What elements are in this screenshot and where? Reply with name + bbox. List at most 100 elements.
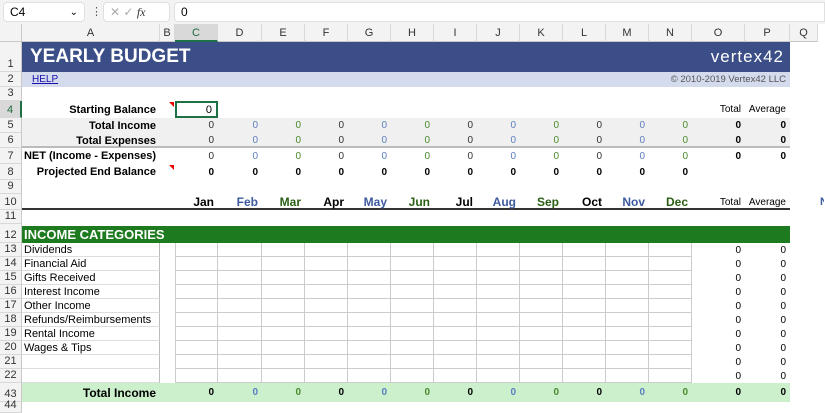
name-box[interactable]: C4 ⌄	[3, 2, 85, 22]
income-input-cell[interactable]	[262, 257, 305, 271]
help-link[interactable]: HELP	[32, 74, 59, 85]
income-input-cell[interactable]	[606, 369, 649, 383]
income-input-cell[interactable]	[520, 327, 563, 341]
income-input-cell[interactable]	[563, 369, 606, 383]
column-header-e[interactable]: E	[262, 24, 305, 42]
column-header-l[interactable]: L	[563, 24, 606, 42]
row-header-9[interactable]: 9	[0, 180, 22, 194]
column-header-a[interactable]: A	[22, 24, 160, 42]
income-input-cell[interactable]	[520, 341, 563, 355]
income-input-cell[interactable]	[520, 313, 563, 327]
income-input-cell[interactable]	[563, 271, 606, 285]
column-header-j[interactable]: J	[477, 24, 520, 42]
row-header-4[interactable]: 4	[0, 101, 22, 118]
income-input-cell[interactable]	[606, 285, 649, 299]
income-input-cell[interactable]	[477, 299, 520, 313]
row-header-15[interactable]: 15	[0, 271, 22, 285]
income-input-cell[interactable]	[391, 355, 434, 369]
row-header-8[interactable]: 8	[0, 164, 22, 180]
fx-icon[interactable]: fx	[136, 4, 146, 19]
income-input-cell[interactable]	[391, 313, 434, 327]
column-header-d[interactable]: D	[218, 24, 262, 42]
row-header-44[interactable]: 44	[0, 399, 22, 413]
income-input-cell[interactable]	[262, 313, 305, 327]
income-input-cell[interactable]	[649, 243, 692, 257]
income-input-cell[interactable]	[563, 355, 606, 369]
income-input-cell[interactable]	[477, 341, 520, 355]
income-input-cell[interactable]	[477, 243, 520, 257]
income-input-cell[interactable]	[434, 341, 477, 355]
income-input-cell[interactable]	[262, 285, 305, 299]
income-input-cell[interactable]	[649, 369, 692, 383]
income-input-cell[interactable]	[218, 369, 262, 383]
income-input-cell[interactable]	[391, 369, 434, 383]
income-input-cell[interactable]	[477, 257, 520, 271]
row-header-1[interactable]: 1	[0, 42, 22, 72]
income-input-cell[interactable]	[520, 355, 563, 369]
income-input-cell[interactable]	[348, 257, 391, 271]
column-header-c[interactable]: C	[175, 24, 218, 42]
income-input-cell[interactable]	[434, 285, 477, 299]
income-input-cell[interactable]	[262, 271, 305, 285]
income-input-cell[interactable]	[218, 243, 262, 257]
income-input-cell[interactable]	[175, 285, 218, 299]
income-input-cell[interactable]	[606, 299, 649, 313]
income-input-cell[interactable]	[649, 313, 692, 327]
row-header-12[interactable]: 12	[0, 224, 22, 243]
income-input-cell[interactable]	[563, 327, 606, 341]
column-header-q[interactable]: Q	[790, 24, 818, 42]
income-input-cell[interactable]	[434, 257, 477, 271]
income-input-cell[interactable]	[606, 341, 649, 355]
row-header-2[interactable]: 2	[0, 72, 22, 87]
column-header-b[interactable]: B	[160, 24, 175, 42]
income-input-cell[interactable]	[434, 299, 477, 313]
income-input-cell[interactable]	[649, 299, 692, 313]
row-header-7[interactable]: 7	[0, 148, 22, 164]
income-input-cell[interactable]	[218, 285, 262, 299]
income-input-cell[interactable]	[649, 327, 692, 341]
income-input-cell[interactable]	[348, 299, 391, 313]
row-header-22[interactable]: 22	[0, 369, 22, 383]
income-input-cell[interactable]	[606, 257, 649, 271]
income-input-cell[interactable]	[348, 327, 391, 341]
income-input-cell[interactable]	[477, 271, 520, 285]
column-header-g[interactable]: G	[348, 24, 391, 42]
column-header-n[interactable]: N	[649, 24, 692, 42]
row-header-13[interactable]: 13	[0, 243, 22, 257]
income-input-cell[interactable]	[391, 257, 434, 271]
income-input-cell[interactable]	[477, 285, 520, 299]
income-input-cell[interactable]	[477, 369, 520, 383]
income-input-cell[interactable]	[649, 341, 692, 355]
row-header-20[interactable]: 20	[0, 341, 22, 355]
income-input-cell[interactable]	[262, 243, 305, 257]
row-header-10[interactable]: 10	[0, 194, 22, 210]
income-input-cell[interactable]	[563, 257, 606, 271]
income-input-cell[interactable]	[649, 257, 692, 271]
select-all-button[interactable]	[0, 24, 22, 42]
income-input-cell[interactable]	[649, 271, 692, 285]
income-input-cell[interactable]	[606, 327, 649, 341]
income-input-cell[interactable]	[175, 299, 218, 313]
column-header-i[interactable]: I	[434, 24, 477, 42]
income-input-cell[interactable]	[391, 327, 434, 341]
income-input-cell[interactable]	[218, 355, 262, 369]
income-input-cell[interactable]	[348, 271, 391, 285]
row-header-18[interactable]: 18	[0, 313, 22, 327]
income-input-cell[interactable]	[175, 327, 218, 341]
row-header-16[interactable]: 16	[0, 285, 22, 299]
income-input-cell[interactable]	[434, 369, 477, 383]
income-input-cell[interactable]	[606, 243, 649, 257]
income-input-cell[interactable]	[348, 243, 391, 257]
income-input-cell[interactable]	[218, 271, 262, 285]
income-input-cell[interactable]	[175, 355, 218, 369]
income-input-cell[interactable]	[563, 299, 606, 313]
income-input-cell[interactable]	[391, 271, 434, 285]
chevron-down-icon[interactable]: ⌄	[69, 6, 78, 18]
income-input-cell[interactable]	[218, 327, 262, 341]
income-input-cell[interactable]	[348, 313, 391, 327]
income-input-cell[interactable]	[606, 355, 649, 369]
income-input-cell[interactable]	[477, 355, 520, 369]
income-input-cell[interactable]	[391, 285, 434, 299]
income-input-cell[interactable]	[218, 313, 262, 327]
income-input-cell[interactable]	[305, 355, 348, 369]
